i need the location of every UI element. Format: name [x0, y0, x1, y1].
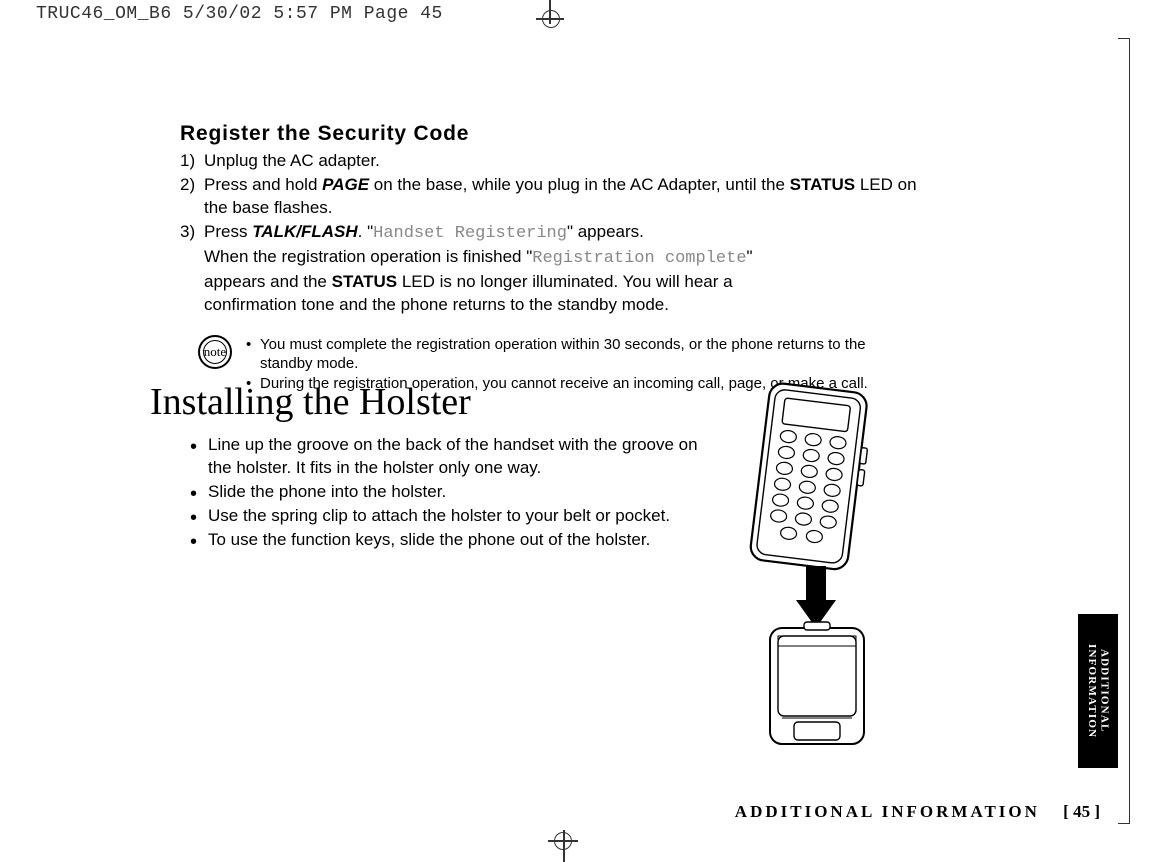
- step-item: 1)Unplug the AC adapter.: [204, 150, 920, 173]
- main-heading: Installing the Holster: [150, 380, 471, 424]
- bullet-item: To use the function keys, slide the phon…: [190, 529, 720, 552]
- section-tab: ADDITIONAL INFORMATION: [1078, 614, 1118, 768]
- bullet-list: Line up the groove on the back of the ha…: [190, 434, 720, 553]
- footer: ADDITIONAL INFORMATION [ 45 ]: [735, 802, 1100, 822]
- bullet-item: Slide the phone into the holster.: [190, 481, 720, 504]
- numbered-steps: 1)Unplug the AC adapter.2)Press and hold…: [180, 150, 920, 317]
- crop-registration-bottom: [554, 832, 572, 850]
- footer-section-label: ADDITIONAL INFORMATION: [735, 802, 1040, 821]
- content-block: Register the Security Code 1)Unplug the …: [180, 122, 920, 393]
- insert-arrow-icon: [796, 566, 836, 628]
- note-icon: note: [198, 335, 232, 369]
- crop-registration-top: [542, 10, 560, 28]
- page-number: [ 45 ]: [1063, 802, 1100, 821]
- step-item: 3)Press TALK/FLASH. "Handset Registering…: [204, 221, 920, 317]
- page-trim-border: [1118, 38, 1130, 824]
- document-slug: TRUC46_OM_B6 5/30/02 5:57 PM Page 45: [36, 4, 443, 24]
- section-title: Register the Security Code: [180, 122, 920, 146]
- bullet-item: Line up the groove on the back of the ha…: [190, 434, 720, 480]
- phone-holster-illustration: [730, 380, 905, 750]
- step-item: 2)Press and hold PAGE on the base, while…: [204, 174, 920, 220]
- note-item: •You must complete the registration oper…: [246, 335, 920, 374]
- bullet-item: Use the spring clip to attach the holste…: [190, 505, 720, 528]
